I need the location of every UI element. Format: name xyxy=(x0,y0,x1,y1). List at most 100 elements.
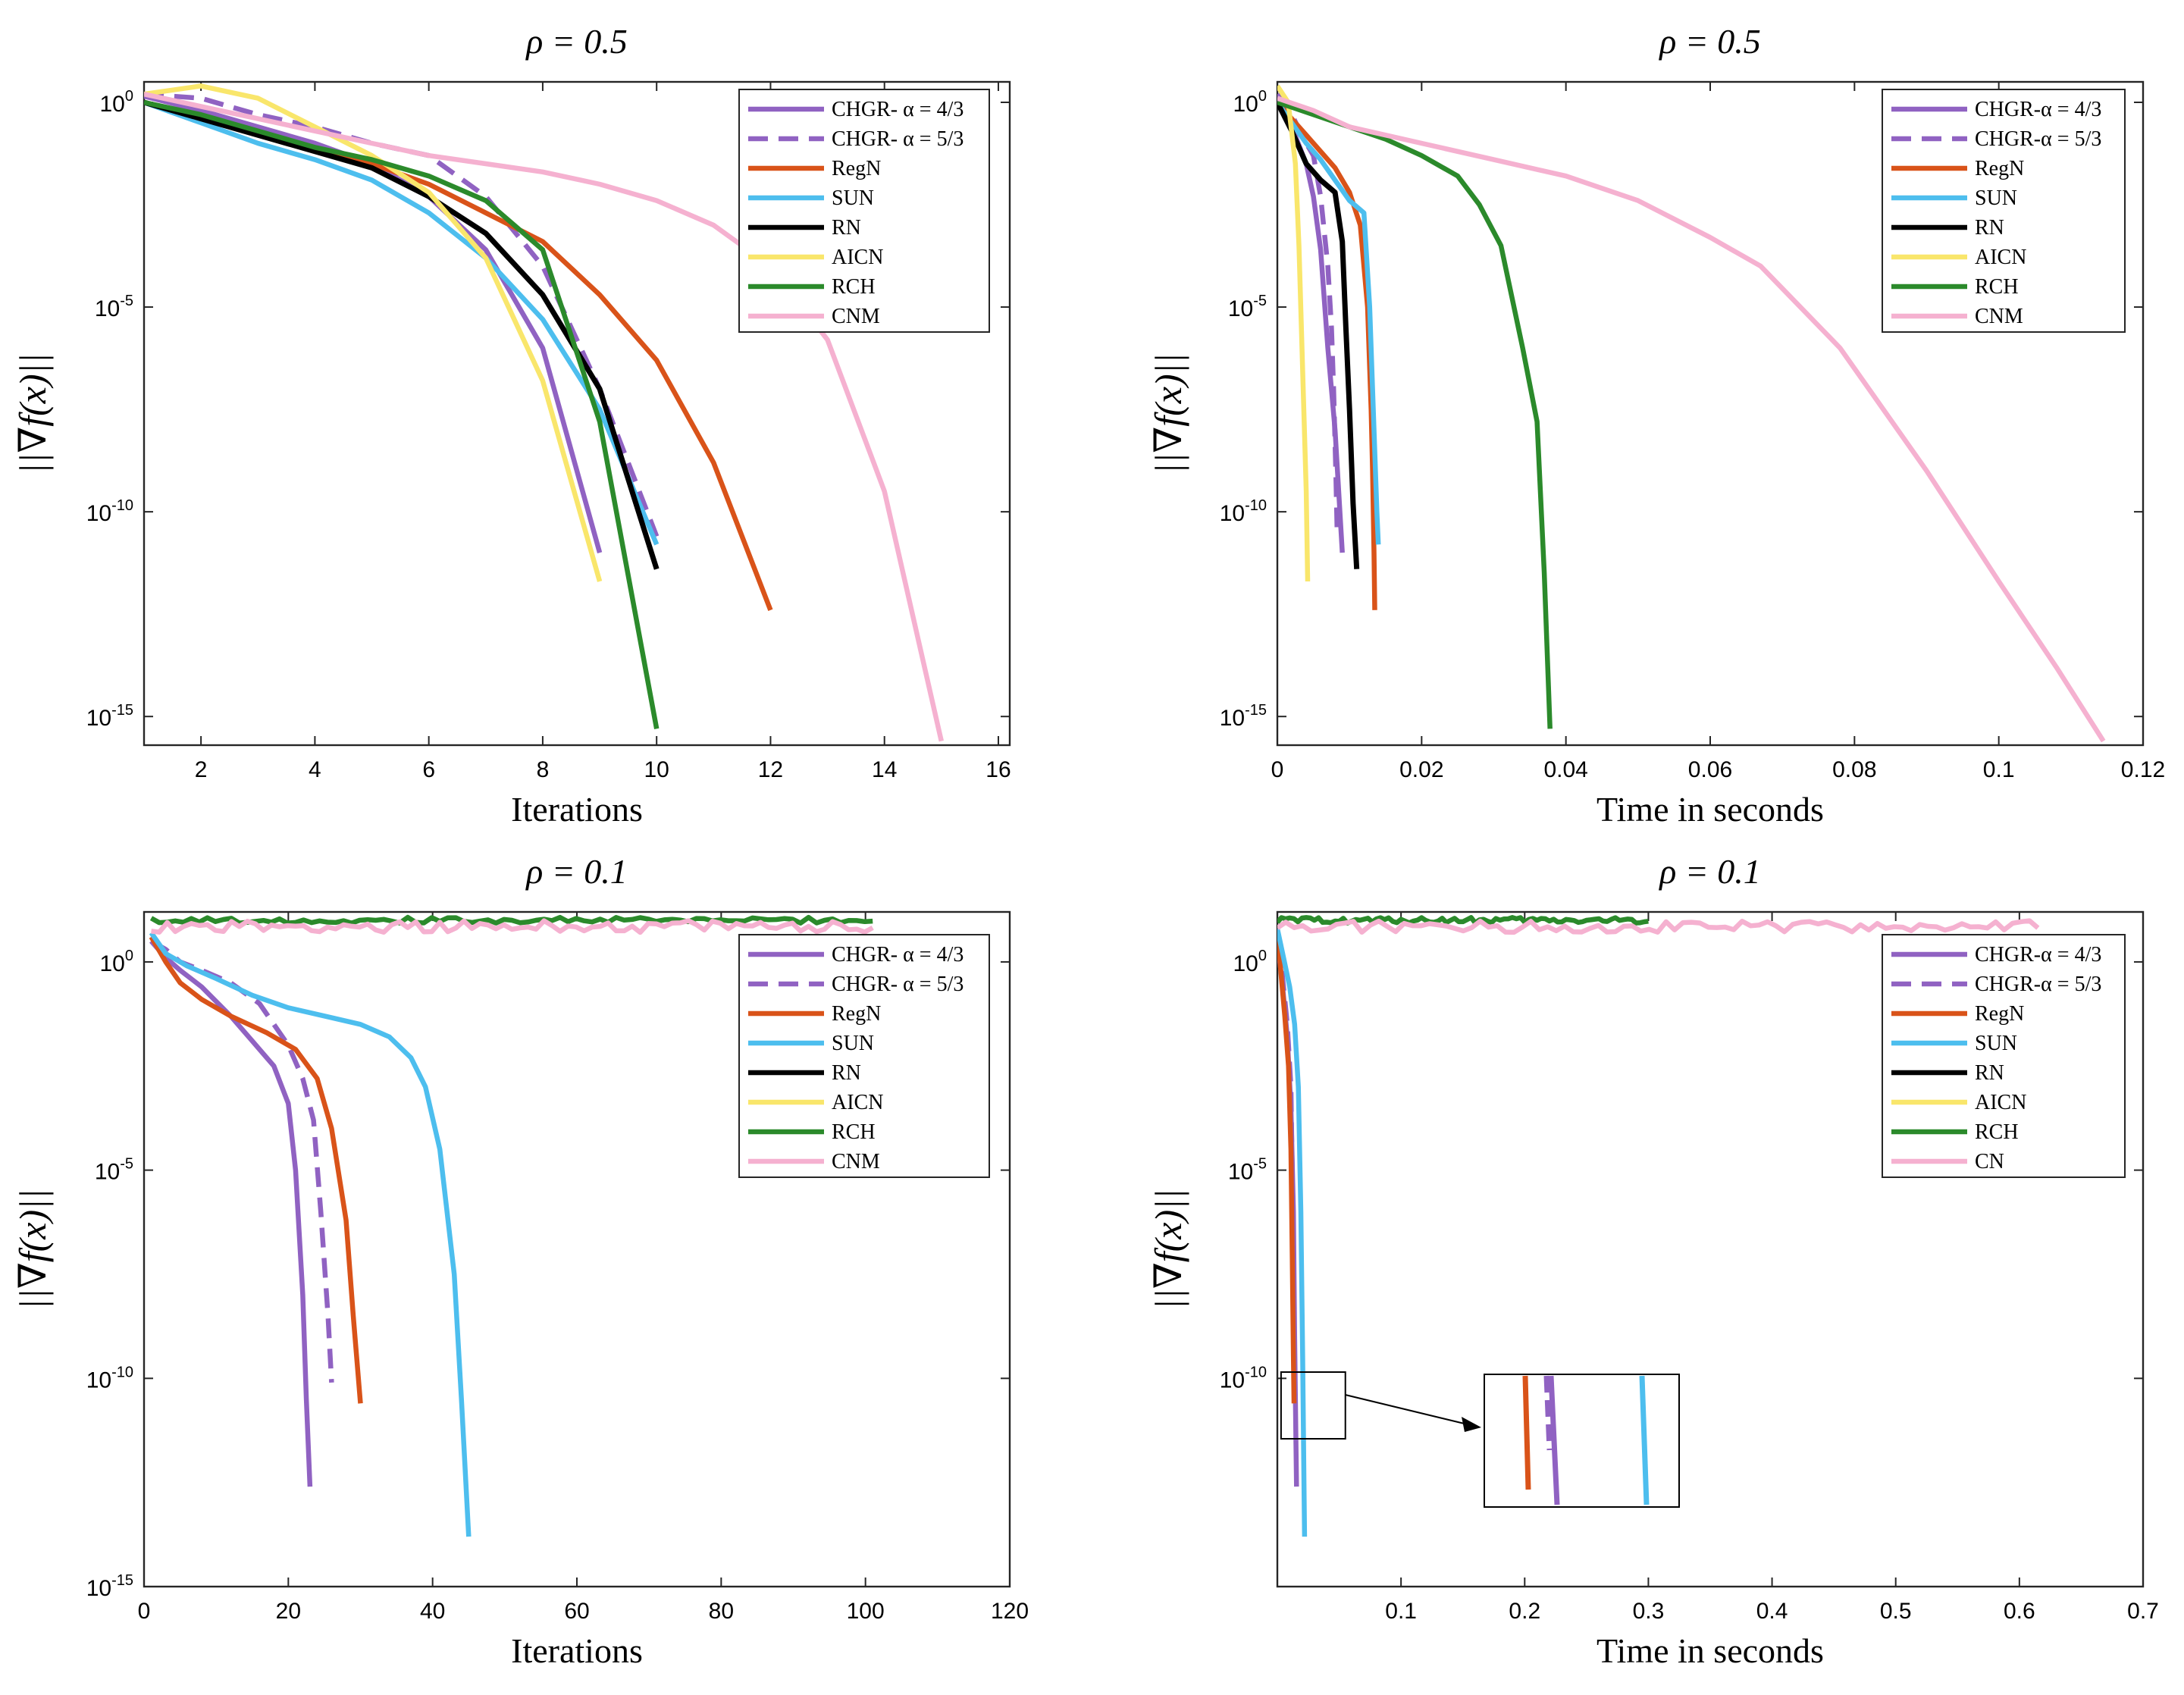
x-tick-label: 0.2 xyxy=(1509,1599,1540,1624)
series-line-regn xyxy=(1277,100,1377,610)
series-line-rch xyxy=(1277,915,1649,926)
x-tick-label: 20 xyxy=(276,1599,301,1624)
x-tick-label: 10 xyxy=(644,757,669,782)
x-tick-label: 0 xyxy=(1271,757,1284,782)
legend-entry: AICN xyxy=(832,246,883,269)
y-tick-label: 10-10 xyxy=(1220,497,1267,526)
legend-entry: CHGR-α = 4/3 xyxy=(1975,943,2101,967)
y-tick-label: 10-5 xyxy=(1228,1156,1267,1185)
x-tick-label: 0.08 xyxy=(1832,757,1876,782)
y-tick-label: 10-5 xyxy=(95,293,133,321)
y-tick-label: 10-5 xyxy=(1228,293,1267,321)
series-group xyxy=(1277,84,2106,743)
series-line-aicn xyxy=(144,83,603,582)
legend-entry: CHGR-α = 4/3 xyxy=(1975,98,2101,121)
y-tick-label: 100 xyxy=(1233,88,1267,117)
inset-line-regn xyxy=(1522,1375,1531,1490)
legend-entry: RCH xyxy=(1975,1120,2019,1144)
series-line-sun xyxy=(1277,101,1381,545)
legend-entry: RCH xyxy=(832,275,876,299)
y-tick-label: 10-15 xyxy=(1220,702,1267,731)
series-line-chgr xyxy=(149,939,313,1487)
y-tick-label: 100 xyxy=(1233,948,1267,976)
series-line-rch xyxy=(149,914,873,926)
x-axis-label: Iterations xyxy=(511,1631,643,1670)
x-tick-label: 0.12 xyxy=(2121,757,2165,782)
legend-entry: RN xyxy=(1975,1061,2004,1085)
x-tick-label: 100 xyxy=(847,1599,885,1624)
legend-entry: AICN xyxy=(832,1091,883,1114)
series-line-rn xyxy=(1277,101,1360,569)
y-tick-label: 10-10 xyxy=(1220,1364,1267,1393)
legend-entry: RN xyxy=(1975,216,2004,240)
chart-panel-4: 0.1 0.2 0.3 0.4 0.5 0.6 0.7 100 10-5 10-10 ρ = 0.1… xyxy=(1147,852,2159,1670)
x-axis-label: Time in seconds xyxy=(1596,1631,1824,1670)
legend-entry: CHGR- α = 4/3 xyxy=(832,943,964,967)
y-tick-label: 100 xyxy=(100,88,134,117)
legend-entry: SUN xyxy=(832,1032,874,1055)
x-tick-label: 0 xyxy=(138,1599,151,1624)
legend-entry: CNM xyxy=(832,305,880,328)
legend-entry: CHGR- α = 5/3 xyxy=(832,127,964,151)
x-tick-label: 0.1 xyxy=(1385,1599,1417,1624)
x-tick-label: 14 xyxy=(872,757,897,782)
series-line-sun xyxy=(144,99,660,546)
inset-line-chgr-dashed xyxy=(1543,1375,1553,1451)
y-tick-label: 10-5 xyxy=(95,1156,133,1185)
x-tick-label: 60 xyxy=(564,1599,589,1624)
legend-entry: CHGR- α = 5/3 xyxy=(832,973,964,996)
chart-panel-3: 0 20 40 60 80 100 120 100 10-5 10-10 10-15 ρ = 0.1 I… xyxy=(11,852,1029,1670)
series-line-rch xyxy=(144,99,660,729)
x-tick-label: 6 xyxy=(422,757,435,782)
legend-box xyxy=(1882,934,2126,1178)
x-tick-label: 0.5 xyxy=(1880,1599,1912,1624)
series-line-sun xyxy=(1277,928,1308,1537)
y-tick-label: 10-15 xyxy=(86,1572,133,1601)
x-tick-label: 0.06 xyxy=(1688,757,1732,782)
x-tick-label: 80 xyxy=(709,1599,734,1624)
x-tick-label: 2 xyxy=(195,757,208,782)
legend-box xyxy=(1882,89,2126,333)
legend-entry: RN xyxy=(832,216,861,240)
y-axis-label: ||∇f(x)|| xyxy=(11,1189,54,1309)
chart-title: ρ = 0.5 xyxy=(525,22,628,61)
series-line-chgr-dashed xyxy=(144,91,660,537)
legend-entry: SUN xyxy=(1975,1032,2017,1055)
legend-entry: SUN xyxy=(832,186,874,210)
series-group xyxy=(144,83,944,742)
legend-entry: RegN xyxy=(832,157,881,180)
legend-entry: SUN xyxy=(1975,186,2017,210)
series-line-cnm xyxy=(151,918,874,935)
legend: CHGR-α = 4/3 CHGR-α = 5/3 RegN SUN RN AICN RCH… xyxy=(1882,934,2126,1178)
legend-entry: RegN xyxy=(1975,157,2024,180)
x-tick-label: 4 xyxy=(309,757,321,782)
chart-title: ρ = 0.1 xyxy=(1658,852,1761,891)
y-tick-label: 10-10 xyxy=(86,497,133,526)
inset-line-sun xyxy=(1639,1375,1650,1505)
legend-entry: RCH xyxy=(832,1120,876,1144)
legend-entry: CNM xyxy=(832,1150,880,1173)
series-group xyxy=(1277,915,2040,1537)
x-tick-label: 0.02 xyxy=(1399,757,1443,782)
x-tick-label: 0.04 xyxy=(1543,757,1587,782)
inset-line-chgr xyxy=(1548,1375,1560,1505)
legend-entry: CN xyxy=(1975,1150,2004,1173)
legend-box xyxy=(738,934,990,1178)
x-tick-label: 8 xyxy=(537,757,550,782)
zoom-arrow xyxy=(1345,1394,1474,1427)
x-tick-label: 12 xyxy=(758,757,783,782)
series-line-regn xyxy=(149,935,363,1404)
legend-entry: AICN xyxy=(1975,246,2026,269)
legend: CHGR-α = 4/3 CHGR-α = 5/3 RegN SUN RN AICN RCH… xyxy=(1882,89,2126,333)
x-tick-label: 0.4 xyxy=(1756,1599,1788,1624)
series-line-cnm xyxy=(1277,918,2040,935)
y-tick-label: 10-10 xyxy=(86,1364,133,1393)
zoom-source-box xyxy=(1280,1371,1346,1440)
legend-box xyxy=(738,89,990,333)
legend: CHGR- α = 4/3 CHGR- α = 5/3 RegN SUN RN AICN R… xyxy=(738,89,990,333)
legend-entry: CNM xyxy=(1975,305,2023,328)
y-axis-label: ||∇f(x)|| xyxy=(1147,1189,1189,1309)
legend: CHGR- α = 4/3 CHGR- α = 5/3 RegN SUN RN AICN R… xyxy=(738,934,990,1178)
y-axis-label: ||∇f(x)|| xyxy=(11,353,54,474)
